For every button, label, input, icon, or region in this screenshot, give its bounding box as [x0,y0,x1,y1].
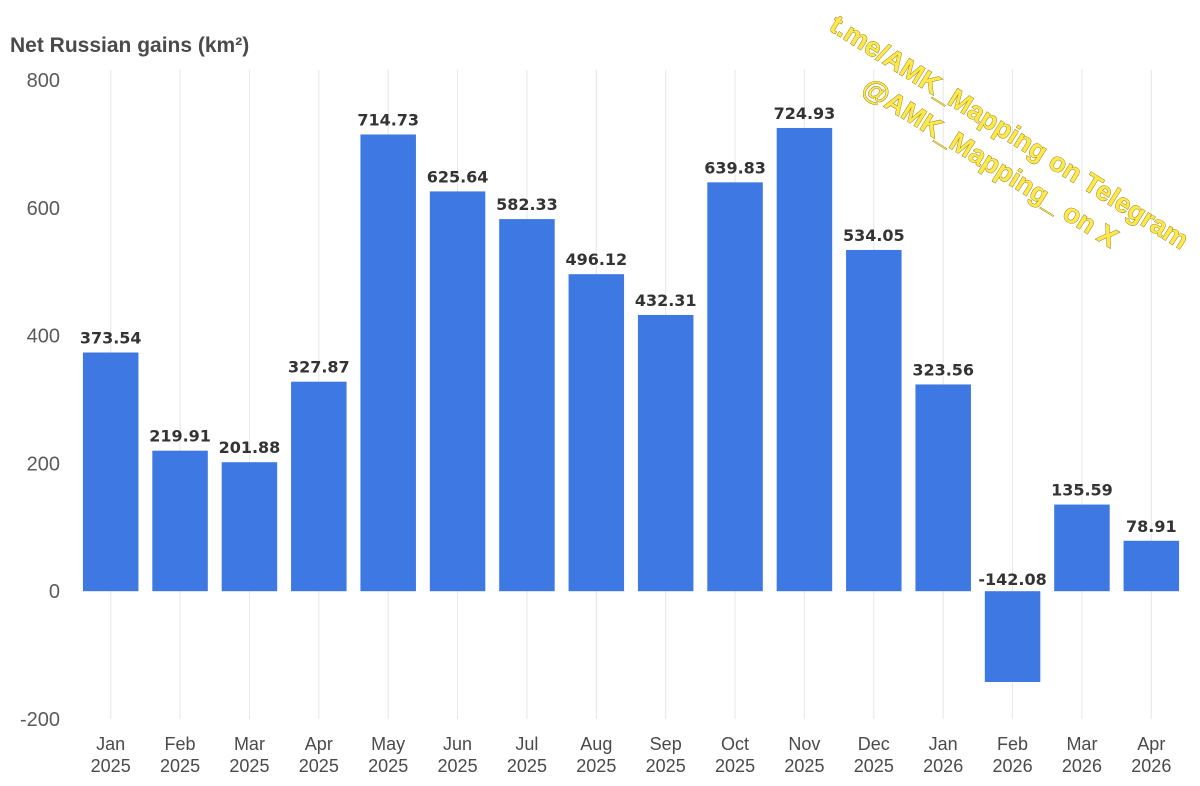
data-label: 639.83 [704,158,766,177]
data-label: 323.56 [912,360,974,379]
x-tick-label: Sep [650,734,682,754]
data-label: 724.93 [774,104,836,123]
x-tick-label: Jan [929,734,958,754]
bar [221,462,278,592]
data-label: 373.54 [80,329,142,348]
x-tick-label: Apr [1137,734,1165,754]
x-tick-label: 2025 [229,756,269,776]
chart-title: Net Russian gains (km²) [10,34,249,57]
x-tick-label: Apr [305,734,333,754]
bar [1054,504,1110,592]
bars [82,127,1180,682]
bar [915,384,971,592]
bar [291,381,347,592]
bar [429,191,486,592]
data-label: 78.91 [1126,517,1177,536]
y-tick-label: 0 [49,581,60,603]
y-tick-label: -200 [20,709,60,731]
x-tick-label: 2026 [1062,756,1102,776]
bar [1123,540,1180,592]
bar [637,314,694,592]
data-label: 135.59 [1051,481,1113,500]
data-label: 327.87 [288,358,350,377]
x-axis: Jan2025Feb2025Mar2025Apr2025May2025Jun20… [91,734,1172,776]
y-tick-label: 200 [27,453,60,475]
x-tick-label: 2025 [368,756,408,776]
x-tick-label: 2025 [91,756,131,776]
bar [846,249,902,592]
x-tick-label: 2025 [438,756,478,776]
bar [360,134,416,592]
data-label: 432.31 [635,291,697,310]
bar [82,352,139,592]
data-labels: 373.54 219.91 201.88 327.87 714.73 625.64 582.… [80,104,1177,589]
watermark-line-1: t.me/AMK_Mapping on Telegram [825,9,1194,255]
x-tick-label: 2026 [1131,756,1171,776]
bar [707,182,763,592]
bar [499,219,555,592]
x-tick-label: Dec [858,734,890,754]
y-axis: 800 600 400 200 0 -200 [20,70,60,731]
x-tick-label: Aug [580,734,612,754]
x-tick-label: 2025 [784,756,824,776]
x-tick-label: 2025 [507,756,547,776]
x-tick-label: Mar [234,734,265,754]
x-tick-label: Oct [721,734,749,754]
data-label: 582.33 [496,195,558,214]
y-tick-label: 400 [27,326,60,348]
bar [984,591,1041,682]
x-tick-label: 2026 [923,756,963,776]
x-tick-label: 2026 [993,756,1033,776]
x-tick-label: Feb [997,734,1028,754]
bar [568,274,625,592]
data-label: 219.91 [149,427,211,446]
x-tick-label: 2025 [576,756,616,776]
x-tick-label: May [371,734,405,754]
x-tick-label: Nov [788,734,820,754]
data-label: 201.88 [219,438,281,457]
x-tick-label: Jul [515,734,538,754]
x-tick-label: 2025 [646,756,686,776]
x-tick-label: 2025 [160,756,200,776]
data-label: 496.12 [565,250,627,269]
bar [776,127,833,592]
y-tick-label: 800 [27,70,60,92]
y-tick-label: 600 [27,198,60,220]
data-label: 534.05 [843,226,905,245]
x-tick-label: 2025 [299,756,339,776]
x-tick-label: Mar [1066,734,1097,754]
x-tick-label: 2025 [715,756,755,776]
x-tick-label: Feb [165,734,196,754]
bar [152,450,208,592]
data-label: 714.73 [357,110,419,129]
x-tick-label: Jun [443,734,472,754]
data-label: 625.64 [427,167,489,186]
x-tick-label: 2025 [854,756,894,776]
data-label: -142.08 [978,570,1046,589]
x-tick-label: Jan [96,734,125,754]
